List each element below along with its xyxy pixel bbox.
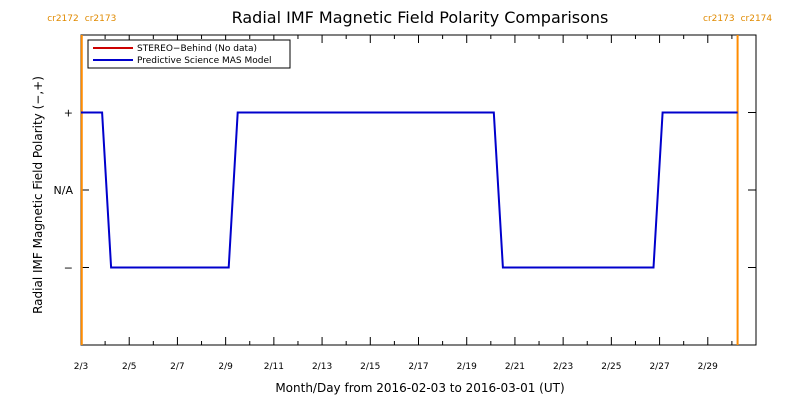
y-tick-label: + bbox=[64, 107, 73, 120]
carrington-label-before: cr2172 bbox=[47, 14, 79, 24]
axis-ticks: 2/3 2/5 2/7 2/9 2/11 2/13 2/15 2/17 2/19 2/21 2/23… bbox=[54, 34, 757, 372]
y-axis-label: Radial IMF Magnetic Field Polarity (−,+) bbox=[31, 76, 45, 314]
x-tick-label: 2/17 bbox=[408, 362, 428, 372]
x-tick-label: 2/29 bbox=[698, 362, 718, 372]
carrington-label-before: cr2173 bbox=[703, 14, 735, 24]
x-tick-label: 2/15 bbox=[360, 362, 380, 372]
x-tick-label: 2/27 bbox=[649, 362, 669, 372]
legend-box bbox=[87, 39, 291, 69]
carrington-label-after: cr2174 bbox=[741, 14, 773, 24]
x-tick-label: 2/23 bbox=[553, 362, 573, 372]
x-tick-label: 2/3 bbox=[74, 362, 88, 372]
carrington-markers: cr2172 cr2173 cr2173 cr2174 bbox=[47, 14, 772, 345]
x-tick-label: 2/13 bbox=[312, 362, 332, 372]
carrington-label-after: cr2173 bbox=[85, 14, 117, 24]
x-tick-label: 2/11 bbox=[264, 362, 284, 372]
series-lines bbox=[81, 111, 738, 269]
x-tick-label: 2/25 bbox=[601, 362, 621, 372]
legend-label-stereo: STEREO−Behind (No data) bbox=[137, 44, 257, 54]
y-tick-label: − bbox=[64, 262, 73, 275]
legend-label-mas: Predictive Science MAS Model bbox=[137, 56, 272, 66]
x-tick-label: 2/7 bbox=[170, 362, 184, 372]
plot-frame bbox=[80, 34, 757, 346]
x-tick-label: 2/21 bbox=[505, 362, 525, 372]
series-line-1 bbox=[81, 111, 738, 269]
legend: STEREO−Behind (No data) Predictive Scien… bbox=[87, 39, 291, 69]
x-axis-label: Month/Day from 2016-02-03 to 2016-03-01 … bbox=[275, 381, 564, 395]
chart-title: Radial IMF Magnetic Field Polarity Compa… bbox=[232, 8, 609, 27]
x-tick-label: 2/9 bbox=[218, 362, 233, 372]
x-tick-label: 2/5 bbox=[122, 362, 136, 372]
y-tick-label: N/A bbox=[54, 184, 74, 197]
x-tick-label: 2/19 bbox=[457, 362, 477, 372]
